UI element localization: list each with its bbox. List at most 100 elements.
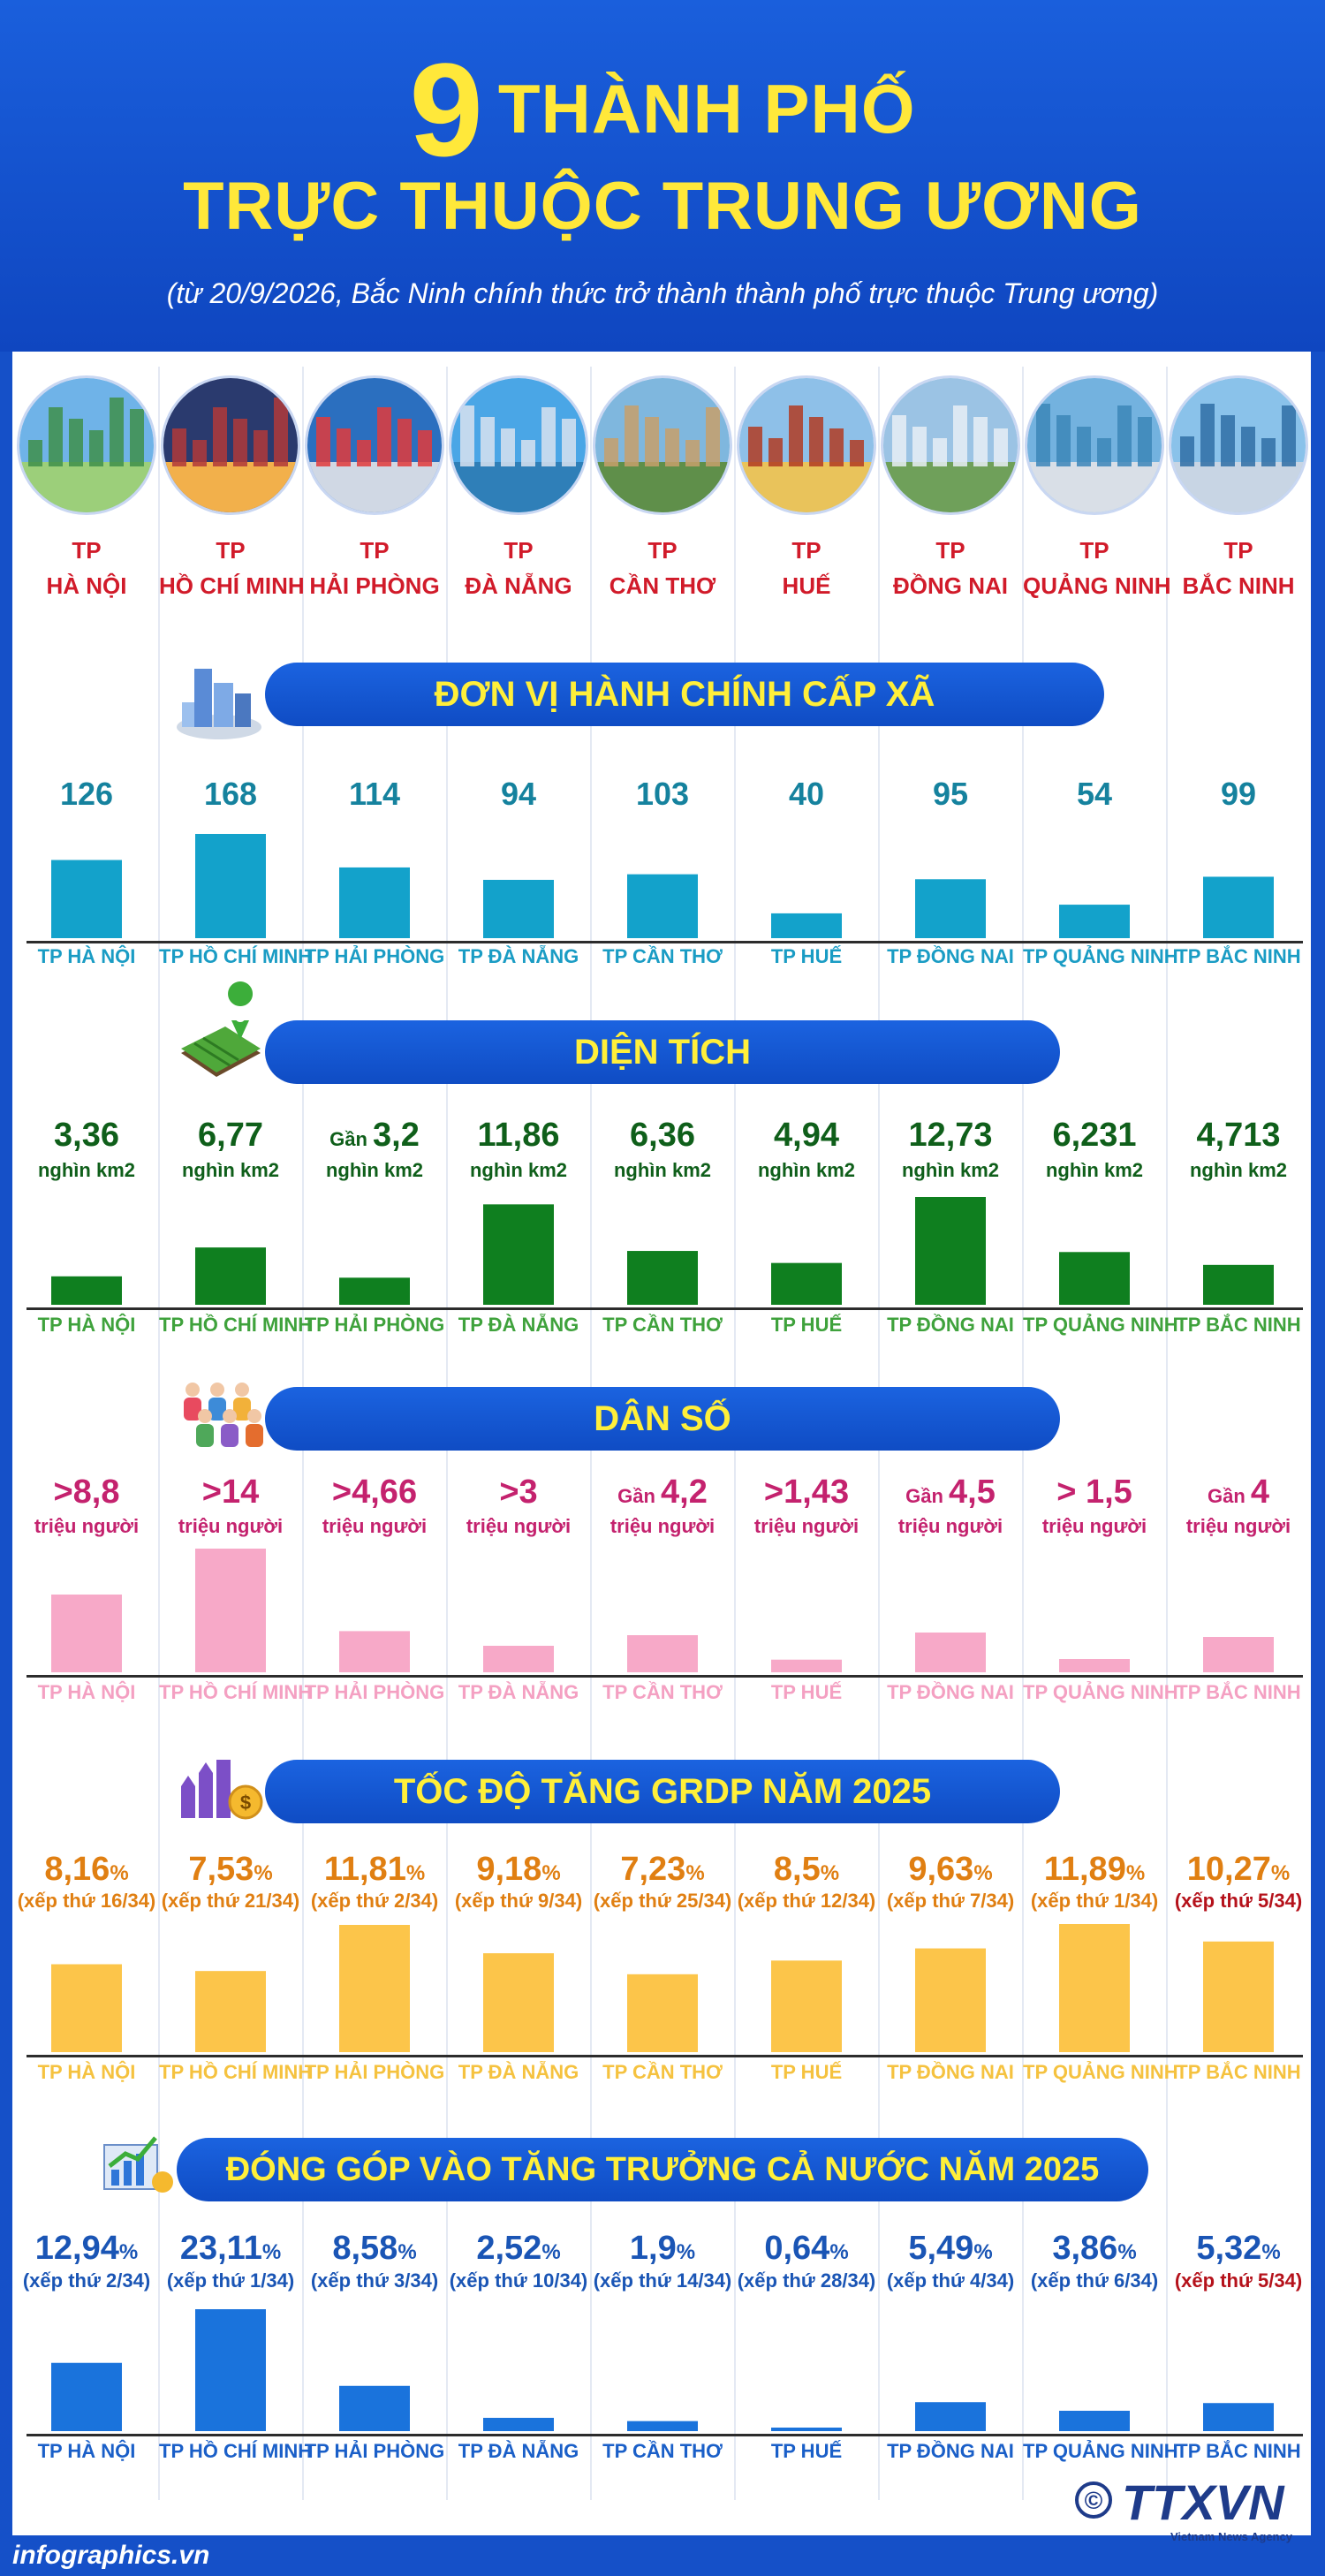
- data-label-unit: %: [676, 2240, 696, 2264]
- category-label: TP QUẢNG NINH: [1023, 1314, 1178, 1336]
- icon-bar: [111, 2170, 119, 2186]
- city-photo: [1025, 375, 1164, 515]
- data-label: 10,27%: [1167, 1851, 1310, 1889]
- city-prefix: TP: [72, 537, 102, 564]
- photo-building: [213, 407, 227, 466]
- icon-pin-dot: [235, 1011, 246, 1022]
- data-label-unit: %: [405, 1861, 426, 1885]
- category-label: TP QUẢNG NINH: [1023, 2440, 1178, 2462]
- data-label-value: 4: [1250, 1474, 1270, 1511]
- photo-building: [706, 407, 720, 466]
- data-label-value: 8,5: [773, 1851, 821, 1888]
- chart-baseline: [26, 2055, 1303, 2057]
- photo-building: [1200, 404, 1215, 466]
- data-label-value: 126: [59, 776, 114, 812]
- bar: [1059, 1252, 1130, 1305]
- photo-building: [1282, 405, 1296, 466]
- category-label: TP ĐỒNG NAI: [887, 2061, 1014, 2083]
- data-label: 1,9%: [591, 2230, 734, 2268]
- category-label: TP CẦN THƠ: [602, 945, 723, 967]
- data-label-prefix: Gần: [905, 1485, 950, 1507]
- land-icon: [181, 981, 261, 1077]
- bar: [339, 1277, 410, 1305]
- data-label-unit: %: [973, 2240, 993, 2264]
- data-label-value: 5,32: [1196, 2230, 1262, 2267]
- buildings-icon: [177, 669, 261, 739]
- data-sublabel: triệu người: [610, 1515, 716, 1537]
- data-label-value: 168: [203, 776, 258, 812]
- data-label: 4,94: [735, 1117, 878, 1155]
- bar: [771, 1960, 842, 2052]
- chart-baseline: [26, 2434, 1303, 2436]
- bar: [1059, 1924, 1130, 2052]
- chart-baseline: [26, 941, 1303, 943]
- photo-building: [933, 438, 947, 466]
- category-label: TP HỒ CHÍ MINH: [159, 1681, 313, 1703]
- category-label: TP HỒ CHÍ MINH: [159, 1314, 313, 1336]
- city-prefix: TP: [216, 537, 246, 564]
- category-label: TP HỒ CHÍ MINH: [159, 945, 313, 967]
- data-label-unit: %: [1125, 1861, 1146, 1885]
- city-card: TP HẢI PHÒNG: [303, 375, 446, 603]
- category-label: TP BẮC NINH: [1176, 2061, 1301, 2083]
- photo-building: [541, 407, 556, 466]
- category-label: TP HUẾ: [770, 2440, 843, 2462]
- data-label-unit: %: [261, 2240, 282, 2264]
- icon-row: [193, 1042, 231, 1067]
- category-label: TP ĐÀ NẴNG: [458, 2061, 579, 2083]
- photo-building: [172, 428, 186, 466]
- city-photo: [1169, 375, 1308, 515]
- section-banner: DIỆN TÍCH: [265, 1020, 1060, 1084]
- category-label: TP HÀ NỘI: [37, 1681, 136, 1703]
- bar: [195, 1247, 266, 1305]
- category-label: TP BẮC NINH: [1176, 945, 1301, 967]
- city-name: HỒ CHÍ MINH: [159, 572, 305, 599]
- footer-site-label: infographics.vn: [12, 2541, 210, 2570]
- city-photo-image: [19, 378, 154, 512]
- icon-bar: [216, 1760, 231, 1818]
- city-prefix: TP: [1223, 537, 1253, 564]
- data-sublabel: (xếp thứ 25/34): [593, 1890, 732, 1912]
- column-divider: [1166, 367, 1168, 2500]
- photo-building: [418, 430, 432, 466]
- category-label: TP ĐỒNG NAI: [887, 2440, 1014, 2462]
- data-label: 95: [879, 776, 1022, 813]
- bar: [51, 1964, 122, 2052]
- bar: [915, 1197, 986, 1305]
- data-label-unit: %: [398, 2240, 417, 2264]
- bar: [1203, 1264, 1274, 1305]
- data-label-value: 3,86: [1052, 2230, 1118, 2267]
- icon-coin-mark: $: [240, 1792, 251, 1814]
- photo-building: [460, 405, 474, 466]
- data-sublabel: (xếp thứ 7/34): [886, 1890, 1015, 1912]
- data-label-prefix: Gần: [617, 1485, 662, 1507]
- people-icon: [184, 1383, 263, 1447]
- data-sublabel: nghìn km2: [325, 1159, 423, 1181]
- category-label: TP CẦN THƠ: [602, 2440, 723, 2462]
- photo-building: [604, 438, 618, 466]
- data-label-unit: %: [541, 2240, 561, 2264]
- icon-coin: [152, 2171, 173, 2193]
- data-label-value: 4,94: [774, 1117, 839, 1154]
- photo-building: [274, 398, 288, 466]
- bar: [195, 1549, 266, 1672]
- data-label: >14: [159, 1474, 302, 1512]
- data-label: Gần 4,2: [591, 1474, 734, 1512]
- section-banner: ĐƠN VỊ HÀNH CHÍNH CẤP XÃ: [265, 663, 1104, 726]
- bar: [627, 874, 698, 938]
- photo-building: [1180, 436, 1194, 466]
- icon-head: [186, 1383, 200, 1397]
- data-label: 94: [447, 776, 590, 813]
- data-label-value: 8,58: [332, 2230, 398, 2267]
- category-label: TP HÀ NỘI: [37, 1314, 136, 1336]
- category-label: TP QUẢNG NINH: [1023, 1681, 1178, 1703]
- city-card: TP ĐÀ NẴNG: [447, 375, 590, 603]
- photo-building: [1117, 405, 1132, 466]
- data-label-value: >8,8: [53, 1474, 120, 1511]
- data-label-value: 9,18: [476, 1851, 542, 1888]
- data-label: 54: [1023, 776, 1166, 813]
- photo-building: [316, 417, 330, 466]
- data-label-unit: %: [685, 1861, 705, 1885]
- data-label-value: 103: [635, 776, 690, 812]
